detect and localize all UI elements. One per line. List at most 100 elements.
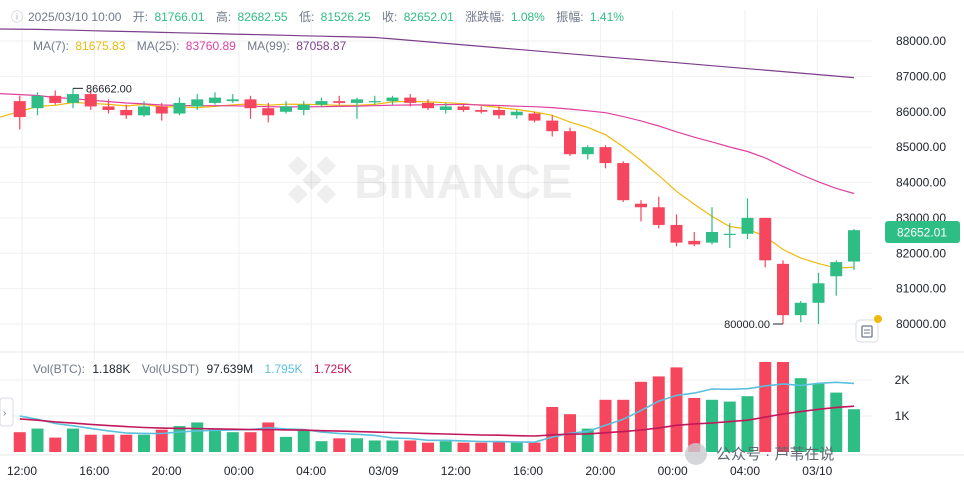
high-value: 82682.55 <box>238 10 288 24</box>
candle <box>493 106 505 119</box>
candle-body <box>102 106 115 110</box>
candle-body <box>422 102 434 109</box>
open-value: 81766.01 <box>154 10 204 24</box>
candle <box>120 104 133 119</box>
candle-body <box>351 99 363 103</box>
time-tick-label: 16:00 <box>513 464 543 478</box>
indicator-button[interactable] <box>855 315 882 343</box>
candle <box>439 102 452 114</box>
candle-body <box>599 147 612 164</box>
volume-bar <box>493 441 505 452</box>
wechat-logo-icon <box>685 443 707 465</box>
candle-body <box>191 99 204 107</box>
change-label: 涨跌幅: <box>465 9 504 24</box>
price-tick-label: 85000.00 <box>896 140 946 154</box>
collapse-handle[interactable]: › <box>0 397 14 427</box>
candle <box>670 214 683 247</box>
volume-bar <box>297 430 310 452</box>
vol-usdt-label: Vol(USDT) <box>142 362 199 376</box>
ma25-value: 83760.89 <box>186 39 236 53</box>
time-tick-label: 04:00 <box>296 464 326 478</box>
wechat-watermark: 公众号 · 芦苇在说 <box>685 443 834 465</box>
volume-axis: 2K 1K <box>895 373 910 423</box>
candle-body <box>368 101 381 103</box>
volume-bar <box>528 442 541 452</box>
candle <box>457 104 470 112</box>
high-label: 高: <box>216 9 231 24</box>
candle-body <box>67 94 79 103</box>
candle-body <box>830 262 843 277</box>
candle <box>173 97 186 116</box>
volume-bar <box>439 441 452 452</box>
candle <box>13 95 26 130</box>
low-label: 低: <box>299 10 314 24</box>
candle <box>67 88 79 109</box>
volume-bar <box>368 440 381 452</box>
high-marker-label: 86662.00 <box>86 83 132 95</box>
ma-legend: MA(7): 81675.83 MA(25): 83760.89 MA(99):… <box>33 39 347 53</box>
ma99-value: 87058.87 <box>296 39 346 53</box>
volume-bar <box>812 383 825 452</box>
time-tick-label: 16:00 <box>79 464 109 478</box>
volume-bar <box>617 399 630 452</box>
vol-btc-value: 1.188K <box>92 362 130 376</box>
volume-legend: Vol(BTC): 1.188K Vol(USDT) 97.639M 1.795… <box>33 362 352 376</box>
close-value: 82652.01 <box>404 10 454 24</box>
volume-bar <box>386 440 399 452</box>
volume-bar <box>670 367 683 452</box>
candle-body <box>226 99 239 102</box>
volume-bar <box>49 437 62 452</box>
candle <box>564 127 576 156</box>
candle-body <box>84 94 97 107</box>
volume-bar <box>794 378 807 452</box>
volume-bar <box>84 434 97 452</box>
price-tick-label: 88000.00 <box>896 34 946 48</box>
volume-bar <box>31 428 44 452</box>
candle-body <box>475 109 488 112</box>
candle <box>528 111 541 123</box>
volume-bars <box>13 362 860 452</box>
svg-text:2025/03/10 10:00 开:: 2025/03/10 10:00 开: 81766.01 高: 82682.55… <box>28 9 624 24</box>
candle <box>475 106 488 114</box>
amplitude-value: 1.41% <box>590 10 624 24</box>
price-axis: 88000.00 87000.00 86000.00 85000.00 84000.00… <box>896 34 946 331</box>
document-icon <box>861 325 873 338</box>
volume-bar <box>333 438 346 452</box>
vol-ma1-value: 1.795K <box>264 362 302 376</box>
volume-ma2-line <box>19 405 855 437</box>
time-tick-label: 04:00 <box>730 464 760 478</box>
candle-body <box>706 232 718 243</box>
watermark-text: BINANCE <box>354 156 573 209</box>
candle <box>723 223 736 248</box>
candle <box>31 92 44 116</box>
candle <box>155 102 168 121</box>
candle <box>741 198 754 240</box>
time-tick-label: 03/10 <box>802 464 832 478</box>
price-tick-label: 80000.00 <box>896 317 946 331</box>
time-tick-label: 00:00 <box>224 464 254 478</box>
candle-body <box>670 224 683 243</box>
candle-body <box>848 230 860 262</box>
candle <box>688 232 701 247</box>
volume-bar <box>67 428 79 452</box>
svg-text:MA(7): 81675.83 MA: MA(7): 81675.83 MA(25): 83760.89 MA(99):… <box>33 39 347 53</box>
volume-bar <box>351 438 363 452</box>
change-value: 1.08% <box>511 10 545 24</box>
time-axis: 12:00 16:00 20:00 00:00 04:00 03/09 12:00 16:00… <box>7 464 833 478</box>
ma99-label: MA(99): <box>247 39 290 53</box>
wechat-text: 公众号 · 芦苇在说 <box>716 446 834 463</box>
volume-bar <box>688 398 701 452</box>
candle-body <box>493 109 505 116</box>
candle-body <box>120 109 133 116</box>
low-value: 81526.25 <box>321 10 371 24</box>
candle <box>812 272 825 324</box>
candle <box>599 145 612 169</box>
candle <box>422 99 434 110</box>
candle-body <box>510 111 523 116</box>
volume-bar <box>262 422 275 452</box>
candle <box>333 95 346 105</box>
volume-bar <box>741 396 754 452</box>
time-tick-label: 12:00 <box>441 464 471 478</box>
ma99-line <box>0 28 855 79</box>
